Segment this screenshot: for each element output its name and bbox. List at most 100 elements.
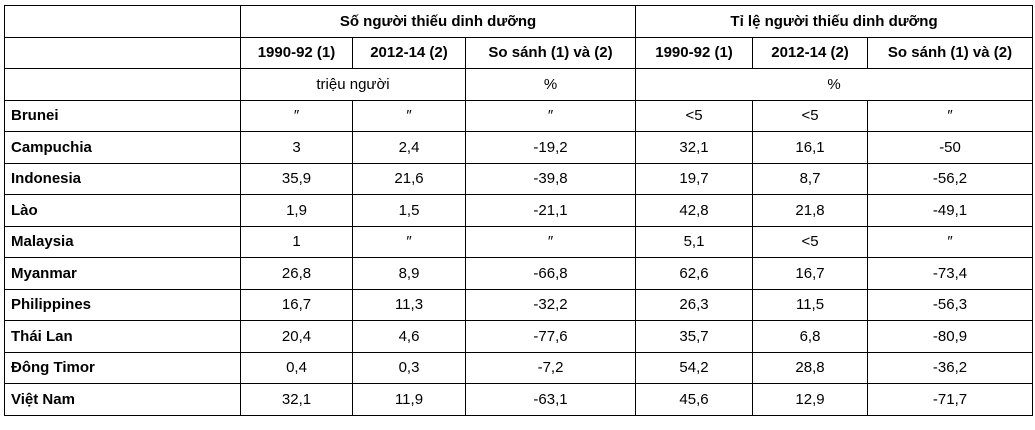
- value-cell: -56,2: [867, 162, 1034, 195]
- group-header: Tỉ lệ người thiếu dinh dưỡng: [635, 5, 1034, 38]
- value-cell: -32,2: [464, 288, 637, 321]
- column-header: 2012-14 (2): [752, 36, 869, 69]
- value-cell: 16,7: [752, 257, 869, 290]
- data-row: Thái Lan 20,4 4,6 -77,6 35,7 6,8 -80,9: [4, 320, 1034, 353]
- value-cell: -19,2: [464, 131, 637, 164]
- value-cell: 54,2: [635, 351, 754, 384]
- value-cell: <5: [635, 99, 754, 132]
- value-cell: 11,3: [352, 288, 466, 321]
- value-cell: ″: [352, 99, 466, 132]
- country-name: Thái Lan: [4, 320, 241, 353]
- unit-row: triệu người % %: [4, 68, 1034, 101]
- value-cell: 3: [240, 131, 353, 164]
- group-header: Số người thiếu dinh dưỡng: [239, 5, 637, 38]
- data-row: Myanmar 26,8 8,9 -66,8 62,6 16,7 -73,4: [4, 257, 1034, 290]
- data-row: Lào 1,9 1,5 -21,1 42,8 21,8 -49,1: [4, 194, 1034, 227]
- value-cell: ″: [240, 99, 353, 132]
- empty-cell: [4, 5, 241, 38]
- value-cell: -39,8: [464, 162, 637, 195]
- data-row: Malaysia 1 ″ ″ 5,1 <5 ″: [4, 225, 1034, 258]
- value-cell: -36,2: [867, 351, 1034, 384]
- value-cell: 20,4: [240, 320, 353, 353]
- header-row: Số người thiếu dinh dưỡng Tỉ lệ người th…: [4, 5, 1034, 38]
- header-row: 1990-92 (1) 2012-14 (2) So sánh (1) và (2)…: [4, 36, 1034, 69]
- value-cell: 28,8: [752, 351, 869, 384]
- unit-cell: triệu người: [240, 68, 466, 101]
- value-cell: 26,3: [635, 288, 754, 321]
- unit-cell: %: [635, 68, 1034, 101]
- value-cell: 6,8: [752, 320, 869, 353]
- value-cell: 5,1: [635, 225, 754, 258]
- value-cell: 32,1: [635, 131, 754, 164]
- empty-cell: [4, 68, 241, 101]
- value-cell: <5: [752, 99, 869, 132]
- value-cell: -21,1: [464, 194, 637, 227]
- value-cell: 0,3: [352, 351, 466, 384]
- value-cell: 1,5: [352, 194, 466, 227]
- value-cell: 26,8: [240, 257, 353, 290]
- value-cell: -50: [867, 131, 1034, 164]
- country-name: Myanmar: [4, 257, 241, 290]
- data-row: Đông Timor 0,4 0,3 -7,2 54,2 28,8 -36,2: [4, 351, 1034, 384]
- value-cell: 21,8: [752, 194, 869, 227]
- value-cell: 42,8: [635, 194, 754, 227]
- value-cell: 0,4: [240, 351, 353, 384]
- column-header: 1990-92 (1): [635, 36, 754, 69]
- data-row: Brunei ″ ″ ″ <5 <5 ″: [4, 99, 1034, 132]
- value-cell: 62,6: [635, 257, 754, 290]
- value-cell: 4,6: [352, 320, 466, 353]
- value-cell: 12,9: [752, 383, 869, 416]
- country-name: Campuchia: [4, 131, 241, 164]
- value-cell: 16,1: [752, 131, 869, 164]
- value-cell: -71,7: [867, 383, 1034, 416]
- value-cell: -77,6: [464, 320, 637, 353]
- value-cell: -49,1: [867, 194, 1034, 227]
- value-cell: ″: [867, 225, 1034, 258]
- value-cell: -73,4: [867, 257, 1034, 290]
- country-name: Brunei: [4, 99, 241, 132]
- value-cell: 32,1: [240, 383, 353, 416]
- value-cell: 16,7: [240, 288, 353, 321]
- country-name: Đông Timor: [4, 351, 241, 384]
- value-cell: <5: [752, 225, 869, 258]
- data-table: Số người thiếu dinh dưỡng Tỉ lệ người th…: [4, 5, 1034, 416]
- country-name: Malaysia: [4, 225, 241, 258]
- value-cell: ″: [352, 225, 466, 258]
- value-cell: 35,7: [635, 320, 754, 353]
- data-row: Philippines 16,7 11,3 -32,2 26,3 11,5 -56,3: [4, 288, 1034, 321]
- data-row: Việt Nam 32,1 11,9 -63,1 45,6 12,9 -71,7: [4, 383, 1034, 416]
- value-cell: -80,9: [867, 320, 1034, 353]
- column-header: So sánh (1) và (2): [867, 36, 1034, 69]
- value-cell: -63,1: [464, 383, 637, 416]
- value-cell: ″: [464, 225, 637, 258]
- country-name: Lào: [4, 194, 241, 227]
- value-cell: 8,7: [752, 162, 869, 195]
- column-header: So sánh (1) và (2): [464, 36, 637, 69]
- value-cell: ″: [464, 99, 637, 132]
- country-name: Philippines: [4, 288, 241, 321]
- data-row: Campuchia 3 2,4 -19,2 32,1 16,1 -50: [4, 131, 1034, 164]
- value-cell: -66,8: [464, 257, 637, 290]
- unit-cell: %: [464, 68, 637, 101]
- value-cell: 1: [240, 225, 353, 258]
- value-cell: ″: [867, 99, 1034, 132]
- data-row: Indonesia 35,9 21,6 -39,8 19,7 8,7 -56,2: [4, 162, 1034, 195]
- table-body: Số người thiếu dinh dưỡng Tỉ lệ người th…: [4, 5, 1034, 416]
- country-name: Việt Nam: [4, 383, 241, 416]
- value-cell: 2,4: [352, 131, 466, 164]
- value-cell: -56,3: [867, 288, 1034, 321]
- value-cell: 11,5: [752, 288, 869, 321]
- country-name: Indonesia: [4, 162, 241, 195]
- column-header: 1990-92 (1): [240, 36, 353, 69]
- value-cell: 8,9: [352, 257, 466, 290]
- value-cell: 11,9: [352, 383, 466, 416]
- value-cell: 21,6: [352, 162, 466, 195]
- value-cell: 19,7: [635, 162, 754, 195]
- column-header: 2012-14 (2): [352, 36, 466, 69]
- value-cell: 1,9: [240, 194, 353, 227]
- value-cell: 45,6: [635, 383, 754, 416]
- value-cell: 35,9: [240, 162, 353, 195]
- empty-cell: [4, 36, 241, 69]
- value-cell: -7,2: [464, 351, 637, 384]
